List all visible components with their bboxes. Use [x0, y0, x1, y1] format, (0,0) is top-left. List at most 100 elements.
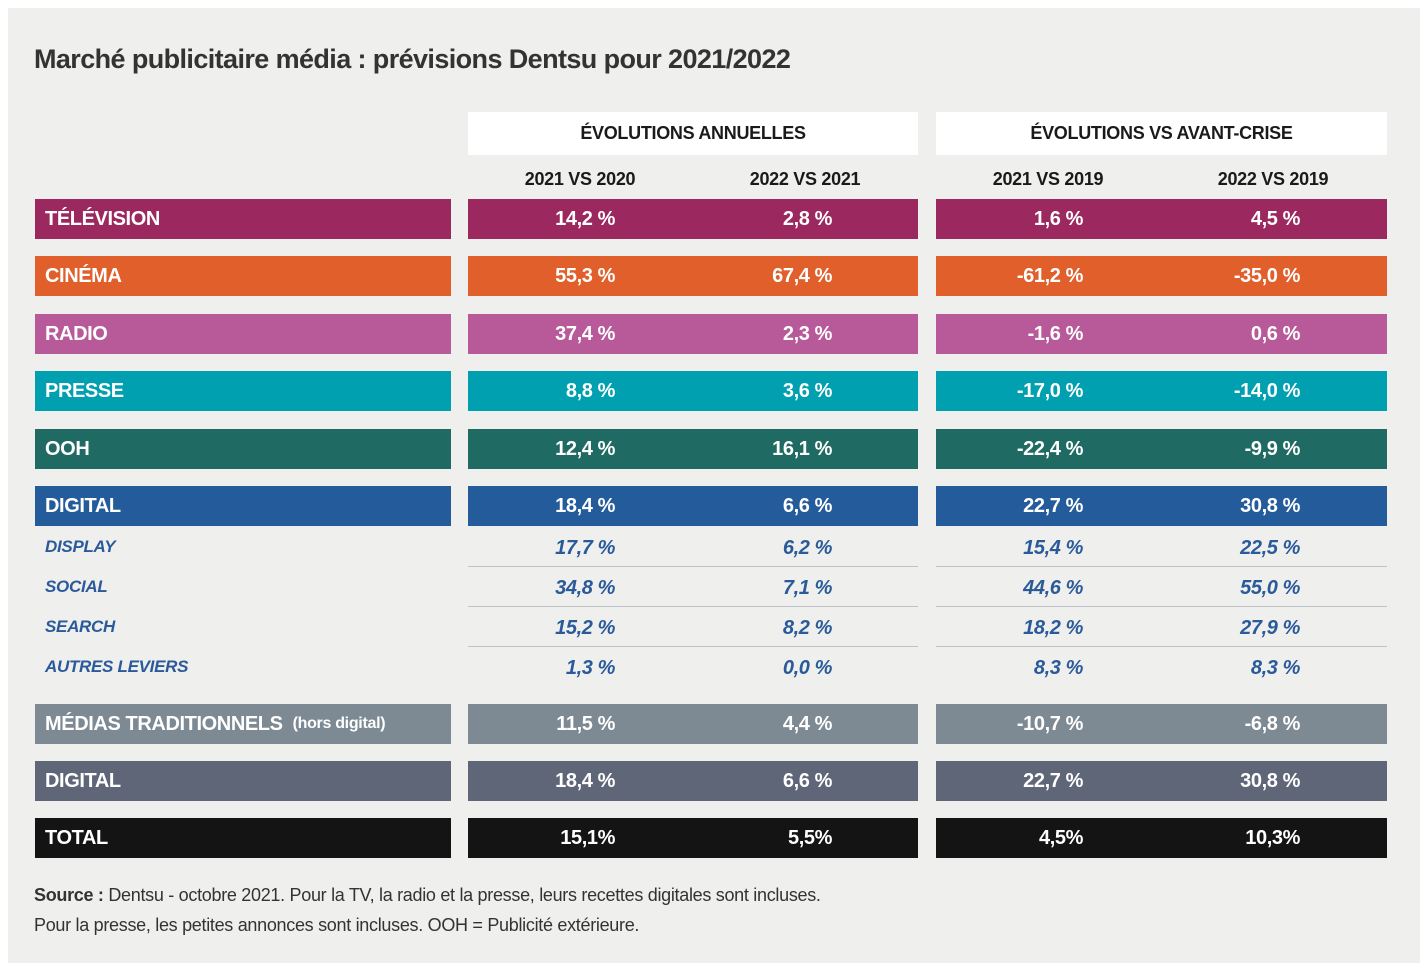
row-bar-cinema-2: [936, 256, 1387, 296]
value-cell-presse-4: -14,0 %: [1233, 379, 1301, 402]
value-cell-presse-2: 3,6 %: [782, 379, 833, 402]
row-bar-digital-1: [468, 486, 918, 526]
value-cell-digital-3: 22,7 %: [1023, 769, 1083, 792]
row-bar-television-2: [936, 199, 1387, 239]
group-header-precrisis: ÉVOLUTIONS VS AVANT-CRISE: [936, 112, 1387, 155]
row-bar-television-0: [35, 199, 451, 239]
value-cell-ooh-3: -22,4 %: [1016, 437, 1084, 460]
source-note: Source : Dentsu - octobre 2021. Pour la …: [34, 880, 821, 940]
value-cell-ooh-1: 12,4 %: [555, 437, 615, 460]
subrow-value-autres-leviers-1: 1,3 %: [565, 656, 616, 679]
value-cell-digital-3: 22,7 %: [1023, 494, 1083, 517]
value-cell-digital-1: 18,4 %: [555, 494, 615, 517]
value-cell-total-3: 4,5%: [1039, 826, 1083, 849]
value-cell-ooh-4: -9,9 %: [1244, 437, 1301, 460]
subrow-value-search-1: 15,2 %: [555, 616, 615, 639]
row-bar-medias-traditionnels-0: [35, 704, 451, 744]
value-cell-ooh-2: 16,1 %: [772, 437, 832, 460]
subrow-value-autres-leviers-2: 0,0 %: [782, 656, 833, 679]
row-bar-medias-traditionnels-2: [936, 704, 1387, 744]
value-cell-radio-1: 37,4 %: [555, 322, 615, 345]
value-cell-digital-1: 18,4 %: [555, 769, 615, 792]
value-cell-medias-traditionnels-2: 4,4 %: [782, 712, 833, 735]
row-bar-total-1: [468, 818, 918, 858]
value-cell-presse-3: -17,0 %: [1016, 379, 1084, 402]
row-label-text: OOH: [45, 437, 90, 460]
row-bar-total-0: [35, 818, 451, 858]
column-header-2021-vs-2019: 2021 VS 2019: [992, 168, 1104, 189]
value-cell-radio-2: 2,3 %: [782, 322, 833, 345]
value-cell-digital-2: 6,6 %: [782, 494, 833, 517]
row-label-medias-traditionnels: MÉDIAS TRADITIONNELS (hors digital): [45, 704, 386, 744]
subrow-value-social-4: 55,0 %: [1240, 576, 1300, 599]
chart-panel: [8, 8, 1420, 963]
value-cell-total-2: 5,5%: [788, 826, 832, 849]
value-cell-cinema-4: -35,0 %: [1233, 264, 1301, 287]
subrow-divider-g1: [468, 606, 918, 607]
row-sublabel-text: (hors digital): [292, 715, 386, 732]
row-label-text: DIGITAL: [45, 769, 121, 792]
row-bar-ooh-1: [468, 429, 918, 469]
subrow-value-social-3: 44,6 %: [1023, 576, 1083, 599]
row-bar-presse-1: [468, 371, 918, 411]
value-cell-cinema-3: -61,2 %: [1016, 264, 1084, 287]
value-cell-digital-4: 30,8 %: [1240, 494, 1300, 517]
row-bar-total-2: [936, 818, 1387, 858]
row-bar-radio-2: [936, 314, 1387, 354]
row-bar-radio-0: [35, 314, 451, 354]
subrow-label-display: DISPLAY: [45, 537, 116, 556]
value-cell-digital-2: 6,6 %: [782, 769, 833, 792]
row-label-total: TOTAL: [45, 818, 108, 858]
row-bar-digital-0: [35, 486, 451, 526]
subrow-divider-g1: [468, 646, 918, 647]
value-cell-total-1: 15,1%: [560, 826, 615, 849]
value-cell-total-4: 10,3%: [1245, 826, 1300, 849]
group-header-annual: ÉVOLUTIONS ANNUELLES: [468, 112, 918, 155]
subrow-value-search-3: 18,2 %: [1023, 616, 1083, 639]
value-cell-television-4: 4,5 %: [1250, 207, 1301, 230]
source-label: Source :: [34, 885, 104, 905]
row-label-text: PRESSE: [45, 379, 124, 402]
value-cell-presse-1: 8,8 %: [565, 379, 616, 402]
subrow-value-autres-leviers-4: 8,3 %: [1250, 656, 1301, 679]
row-bar-radio-1: [468, 314, 918, 354]
row-bar-presse-2: [936, 371, 1387, 411]
row-label-radio: RADIO: [45, 314, 108, 354]
subrow-label-autres-leviers: AUTRES LEVIERS: [45, 657, 189, 676]
row-bar-medias-traditionnels-1: [468, 704, 918, 744]
row-label-digital: DIGITAL: [45, 486, 121, 526]
value-cell-cinema-2: 67,4 %: [772, 264, 832, 287]
subrow-divider-g1: [468, 566, 918, 567]
row-label-cinema: CINÉMA: [45, 256, 122, 296]
row-bar-cinema-0: [35, 256, 451, 296]
subrow-value-display-4: 22,5 %: [1240, 536, 1300, 559]
row-bar-television-1: [468, 199, 918, 239]
row-bar-digital-0: [35, 761, 451, 801]
row-bar-ooh-0: [35, 429, 451, 469]
subrow-divider-g2: [936, 606, 1387, 607]
row-label-text: CINÉMA: [45, 264, 122, 287]
row-label-text: RADIO: [45, 322, 108, 345]
subrow-value-search-2: 8,2 %: [782, 616, 833, 639]
value-cell-radio-3: -1,6 %: [1027, 322, 1084, 345]
value-cell-television-3: 1,6 %: [1033, 207, 1084, 230]
row-bar-presse-0: [35, 371, 451, 411]
value-cell-medias-traditionnels-3: -10,7 %: [1016, 712, 1084, 735]
value-cell-digital-4: 30,8 %: [1240, 769, 1300, 792]
subrow-value-display-2: 6,2 %: [782, 536, 833, 559]
row-bar-ooh-2: [936, 429, 1387, 469]
subrow-value-social-2: 7,1 %: [782, 576, 833, 599]
row-bar-digital-2: [936, 761, 1387, 801]
row-label-television: TÉLÉVISION: [45, 199, 160, 239]
column-header-2021-vs-2020: 2021 VS 2020: [524, 168, 636, 189]
row-bar-digital-2: [936, 486, 1387, 526]
value-cell-medias-traditionnels-4: -6,8 %: [1244, 712, 1301, 735]
subrow-divider-g2: [936, 566, 1387, 567]
column-header-2022-vs-2019: 2022 VS 2019: [1217, 168, 1329, 189]
subrow-value-display-1: 17,7 %: [555, 536, 615, 559]
value-cell-cinema-1: 55,3 %: [555, 264, 615, 287]
source-line-2: Pour la presse, les petites annonces son…: [34, 915, 640, 935]
row-label-text: MÉDIAS TRADITIONNELS: [45, 712, 283, 735]
subrow-divider-g2: [936, 646, 1387, 647]
value-cell-television-1: 14,2 %: [555, 207, 615, 230]
